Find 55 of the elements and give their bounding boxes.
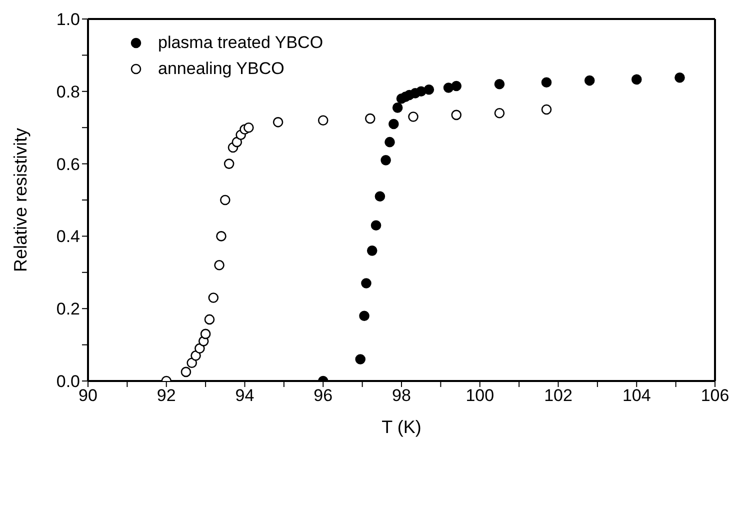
x-tick-label: 92	[156, 386, 176, 406]
legend-label: plasma treated YBCO	[158, 32, 324, 54]
point	[190, 350, 201, 361]
point	[318, 115, 328, 126]
point	[408, 112, 418, 122]
point	[584, 75, 595, 86]
x-tick-label: 94	[235, 386, 254, 406]
point	[674, 72, 685, 83]
x-tick-label: 106	[700, 386, 730, 406]
point	[214, 260, 224, 270]
y-tick-label: 0.2	[56, 300, 80, 319]
point	[384, 136, 395, 148]
point	[451, 80, 462, 92]
y-tick-label: 0.8	[56, 82, 80, 102]
point	[388, 118, 399, 130]
y-tick-label: 1.0	[56, 10, 80, 30]
x-tick-label: 96	[314, 386, 333, 406]
point	[204, 314, 215, 325]
x-axis-title: T (K)	[382, 417, 422, 437]
x-tick-label: 104	[622, 386, 651, 406]
point	[451, 110, 462, 120]
point	[272, 117, 284, 128]
point	[208, 292, 219, 303]
point	[361, 278, 372, 288]
point	[244, 122, 254, 133]
point	[494, 79, 505, 90]
point	[392, 102, 403, 113]
point	[631, 74, 642, 85]
point	[541, 77, 552, 88]
y-tick-label: 0.0	[56, 372, 80, 392]
point	[359, 310, 370, 321]
y-tick-label: 0.6	[56, 154, 80, 174]
point	[494, 108, 505, 118]
point	[374, 191, 386, 202]
x-tick-label: 98	[392, 386, 411, 406]
point	[180, 366, 192, 378]
point	[424, 84, 434, 95]
x-tick-label: 102	[544, 386, 572, 406]
point	[365, 113, 376, 124]
point	[355, 354, 366, 364]
point	[220, 194, 230, 206]
y-tick-label: 0.4	[56, 227, 80, 246]
point	[200, 328, 211, 340]
legend-label: annealing YBCO	[158, 58, 284, 80]
point	[366, 246, 378, 256]
point	[541, 104, 552, 115]
x-tick-label: 100	[466, 386, 494, 406]
point	[370, 220, 382, 230]
point	[194, 343, 205, 354]
point	[216, 231, 226, 242]
y-axis-title: Relative resistivity	[10, 128, 30, 272]
point	[224, 158, 234, 169]
x-tick-label: 90	[78, 386, 98, 406]
point	[380, 155, 391, 166]
point	[186, 358, 197, 368]
